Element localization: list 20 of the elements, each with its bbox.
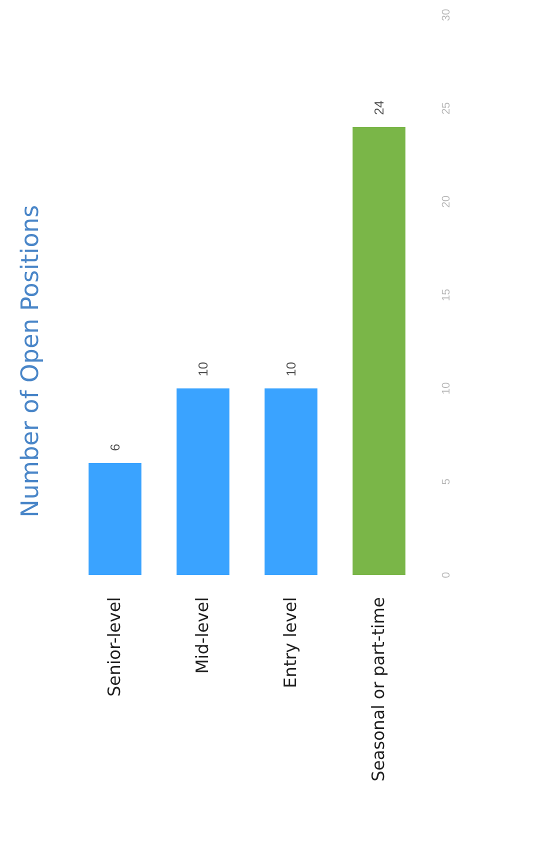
x-tick-label: Senior-level	[105, 597, 125, 697]
data-label: 10	[284, 362, 298, 376]
bar	[352, 127, 406, 575]
y-tick-label: 25	[440, 102, 452, 114]
bar	[264, 388, 318, 575]
data-label: 24	[372, 100, 386, 115]
y-tick-label: 15	[440, 288, 452, 302]
y-tick-label: 30	[440, 8, 452, 22]
data-label: 6	[108, 444, 122, 451]
bar	[88, 463, 142, 575]
x-tick-label: Mid-level	[193, 597, 213, 674]
y-tick-label: 10	[440, 382, 452, 394]
bar	[176, 388, 230, 575]
data-label: 10	[196, 362, 210, 376]
y-tick-label: 20	[440, 196, 452, 208]
y-tick-label: 5	[440, 478, 452, 485]
text: Number of Open Positions	[16, 204, 44, 518]
x-tick-label: Entry level	[281, 597, 301, 688]
x-tick-label: Seasonal or part-time	[369, 597, 389, 782]
y-tick-label: 0	[440, 572, 452, 578]
